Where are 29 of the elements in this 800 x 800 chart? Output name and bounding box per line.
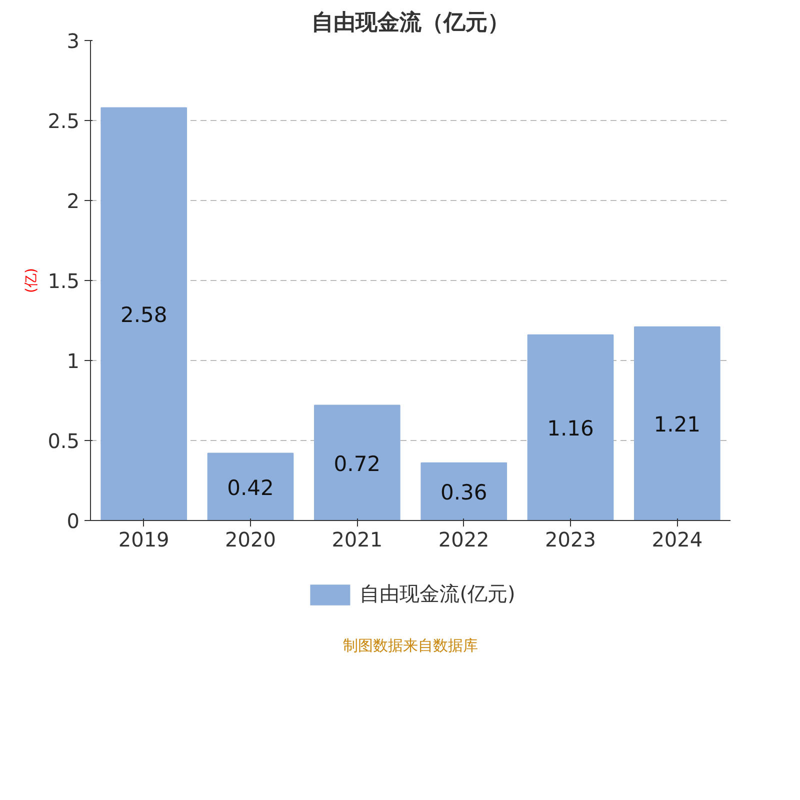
- y-tick-label: 1.5: [48, 269, 80, 293]
- x-tick-label: 2020: [225, 528, 276, 552]
- data-label: 0.42: [227, 476, 274, 500]
- bar: [420, 462, 507, 520]
- data-label: 1.16: [547, 416, 594, 441]
- y-axis-title: (亿): [24, 268, 40, 293]
- x-tick-label: 2022: [438, 528, 490, 552]
- y-tick-label: 0.5: [48, 429, 80, 453]
- data-label: 0.36: [440, 480, 488, 505]
- data-label: 0.72: [334, 452, 381, 476]
- bar: [207, 452, 294, 520]
- bar: [527, 334, 614, 520]
- x-tick-label: 2019: [118, 528, 170, 552]
- y-tick-label: 2: [66, 189, 80, 213]
- text: 制图数据来自数据库: [343, 636, 478, 654]
- y-tick-label: 1: [66, 349, 80, 373]
- bar: [100, 107, 187, 520]
- y-tick-label: 0: [66, 509, 80, 533]
- x-tick-label: 2024: [652, 528, 703, 552]
- bar: [634, 326, 720, 520]
- data-label: 2.58: [120, 303, 168, 328]
- bar: [314, 404, 400, 520]
- data-label: 1.21: [654, 412, 701, 437]
- y-tick-label: 3: [66, 29, 80, 53]
- y-tick-label: 2.5: [48, 109, 80, 133]
- chart-title: 自由现金流（亿元）: [312, 10, 510, 36]
- legend-label: 自由现金流(亿元): [360, 580, 516, 608]
- x-tick-label: 2021: [332, 528, 383, 552]
- x-tick-label: 2023: [545, 528, 596, 552]
